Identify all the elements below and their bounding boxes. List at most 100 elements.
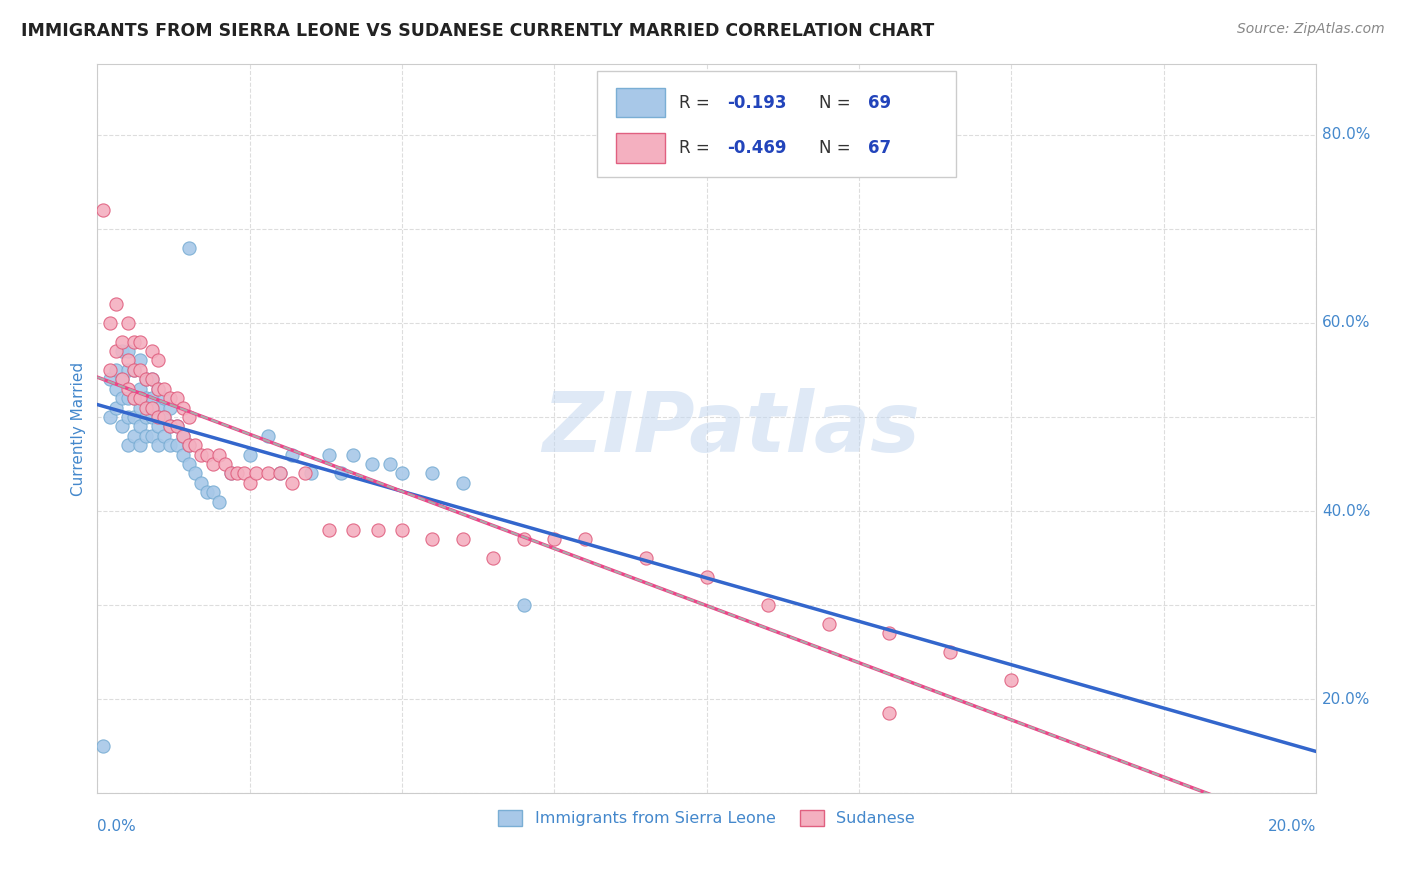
Text: R =: R = (679, 139, 714, 157)
Legend: Immigrants from Sierra Leone, Sudanese: Immigrants from Sierra Leone, Sudanese (492, 804, 921, 833)
Point (117, 363, 139, 377)
Point (177, 241, 200, 255)
Text: 67: 67 (868, 139, 890, 157)
Point (318, 523, 340, 537)
Point (513, 533, 536, 547)
Point (129, 438, 152, 452)
Text: 20.0%: 20.0% (1322, 692, 1371, 706)
Point (939, 645, 962, 659)
Point (294, 467, 316, 481)
Point (141, 401, 163, 415)
Point (159, 438, 181, 452)
Point (166, 419, 188, 434)
Point (391, 523, 413, 537)
Point (184, 467, 207, 481)
Point (129, 401, 152, 415)
Point (104, 297, 127, 311)
Point (281, 475, 304, 490)
Point (122, 391, 145, 405)
Point (141, 372, 163, 386)
Point (111, 344, 134, 359)
Point (208, 448, 231, 462)
Point (281, 448, 304, 462)
Point (117, 344, 139, 359)
Point (153, 409, 176, 424)
Text: -0.193: -0.193 (727, 94, 787, 112)
Point (148, 409, 170, 424)
Point (159, 419, 181, 434)
Point (696, 570, 718, 584)
Point (104, 401, 127, 415)
Point (166, 391, 188, 405)
Point (141, 372, 163, 386)
Point (166, 438, 188, 452)
Point (879, 626, 901, 640)
Point (148, 382, 170, 396)
Point (135, 409, 157, 424)
Point (422, 467, 444, 481)
Point (135, 372, 157, 386)
Point (141, 391, 163, 405)
Point (269, 467, 291, 481)
Point (129, 363, 152, 377)
Point (226, 467, 249, 481)
Point (482, 551, 505, 566)
Point (122, 429, 145, 443)
Point (177, 457, 200, 471)
Text: N =: N = (818, 94, 856, 112)
Point (111, 391, 134, 405)
Point (122, 391, 145, 405)
Point (257, 467, 280, 481)
Point (117, 382, 139, 396)
Point (141, 409, 163, 424)
FancyBboxPatch shape (616, 133, 665, 162)
Point (117, 391, 139, 405)
Text: N =: N = (818, 139, 856, 157)
Point (148, 401, 170, 415)
Point (367, 523, 389, 537)
Point (817, 617, 839, 632)
Point (543, 533, 565, 547)
Point (159, 419, 181, 434)
Point (98, 316, 121, 330)
Point (221, 467, 243, 481)
Point (135, 429, 157, 443)
Text: Source: ZipAtlas.com: Source: ZipAtlas.com (1237, 22, 1385, 37)
Point (330, 467, 353, 481)
Point (111, 419, 134, 434)
Point (360, 457, 382, 471)
Point (172, 429, 194, 443)
Point (239, 475, 262, 490)
Point (104, 382, 127, 396)
Point (122, 409, 145, 424)
Point (269, 467, 291, 481)
Point (122, 363, 145, 377)
Point (172, 429, 194, 443)
Point (172, 401, 194, 415)
Point (135, 391, 157, 405)
Point (232, 467, 254, 481)
Text: ZIPatlas: ZIPatlas (543, 388, 920, 469)
Point (177, 438, 200, 452)
Point (166, 419, 188, 434)
Text: 40.0%: 40.0% (1322, 504, 1371, 518)
Point (177, 438, 200, 452)
Point (451, 533, 474, 547)
Point (135, 372, 157, 386)
Point (342, 448, 364, 462)
Point (159, 391, 181, 405)
Point (202, 485, 225, 500)
Point (378, 457, 401, 471)
Point (111, 372, 134, 386)
Point (1000, 673, 1022, 688)
Point (148, 419, 170, 434)
Point (117, 438, 139, 452)
Text: 69: 69 (868, 94, 890, 112)
Point (93, 739, 115, 754)
Point (141, 429, 163, 443)
Point (98, 409, 121, 424)
Point (184, 438, 207, 452)
Point (122, 334, 145, 349)
Point (141, 344, 163, 359)
Point (299, 467, 322, 481)
